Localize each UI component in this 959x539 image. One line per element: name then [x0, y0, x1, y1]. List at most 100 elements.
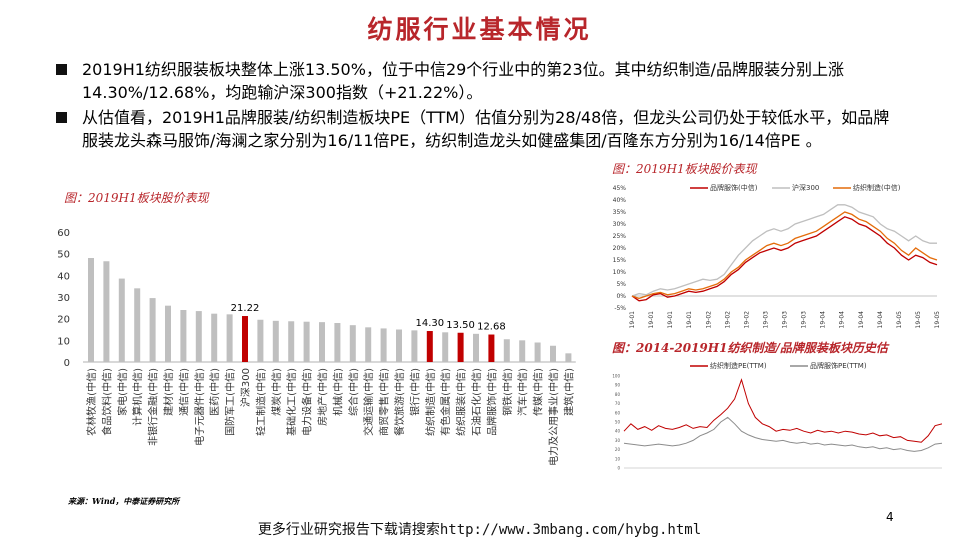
bar	[519, 340, 526, 362]
x-tick-label: 机械(中信)	[331, 368, 344, 416]
x-tick-label: 19-02	[705, 311, 712, 329]
x-tick-label: 石油石化(中信)	[470, 368, 483, 436]
footer-link-text: 更多行业研究报告下载请搜索http://www.3mbang.com/hybg.…	[257, 522, 702, 538]
data-label: 12.68	[477, 322, 506, 333]
y-tick-label: 0%	[616, 293, 626, 300]
data-label: 13.50	[446, 320, 475, 331]
x-tick-label: 19-01	[629, 311, 636, 329]
x-tick-label: 19-03	[762, 311, 769, 329]
bar	[242, 316, 248, 362]
bar	[272, 320, 279, 362]
x-tick-label: 银行(中信)	[408, 368, 421, 416]
bar	[550, 345, 556, 362]
x-tick-label: 19-01	[667, 311, 674, 329]
x-tick-label: 房地产(中信)	[316, 368, 329, 426]
x-tick-label: 19-04	[820, 311, 827, 329]
y-tick-label: 10	[57, 336, 70, 347]
y-tick-label: 25%	[613, 233, 627, 240]
legend-label: 品牌服饰PE(TTM)	[810, 361, 867, 370]
bar	[426, 331, 433, 362]
x-tick-label: 煤炭(中信)	[270, 368, 283, 416]
series-line	[631, 211, 938, 300]
x-tick-label: 沪深300	[239, 368, 252, 407]
page-title: 纺服行业基本情况	[367, 15, 592, 44]
series-line	[631, 216, 938, 302]
y-tick-label: 50	[615, 420, 621, 425]
bar	[442, 332, 449, 362]
y-tick-label: 0	[617, 466, 620, 471]
x-tick-label: 电力设备(中信)	[301, 368, 314, 436]
y-tick-label: 40%	[613, 197, 627, 204]
bullet-square-icon	[56, 112, 67, 123]
x-tick-label: 非银行金融(中信)	[147, 368, 160, 446]
x-tick-label: 基础化工(中信)	[285, 368, 298, 436]
x-tick-label: 计算机(中信)	[131, 368, 144, 426]
bullet-square-icon	[56, 64, 67, 75]
x-tick-label: 19-02	[724, 311, 731, 329]
data-label: 21.22	[231, 303, 260, 314]
bar	[565, 353, 572, 362]
page-number: 4	[886, 510, 894, 524]
bar	[396, 329, 402, 362]
x-tick-label: 电子元器件(中信)	[193, 368, 206, 446]
y-tick-label: 45%	[613, 185, 627, 192]
bar	[319, 322, 325, 362]
bar	[288, 321, 295, 362]
y-tick-label: 90	[615, 383, 621, 388]
bar	[226, 314, 233, 362]
bar	[473, 333, 479, 362]
bar	[134, 288, 141, 362]
x-tick-label: 19-02	[743, 311, 750, 329]
bar	[103, 261, 110, 362]
x-tick-label: 19-05	[915, 311, 922, 329]
x-tick-label: 钢铁(中信)	[501, 368, 514, 416]
x-tick-label: 19-04	[839, 311, 846, 329]
y-tick-label: 40	[57, 271, 70, 282]
y-tick-label: 20%	[613, 245, 627, 252]
y-tick-label: 70	[615, 401, 621, 406]
bar	[165, 305, 171, 362]
line-chart-1: 45%40%35%30%25%20%15%10%5%0%-5%19-01 19-0…	[613, 183, 941, 329]
series-line	[631, 204, 937, 297]
bullet-item-2: 从估值看，2019H1品牌服装/纺织制造板块PE（TTM）估值分别为28/48倍…	[52, 106, 902, 152]
bar	[488, 334, 495, 362]
legend-label: 纺织制造(中信)	[853, 183, 901, 192]
bar	[195, 311, 202, 362]
y-tick-label: 60	[57, 228, 70, 239]
x-tick-label: 传媒(中信)	[532, 368, 545, 416]
x-tick-label: 医药(中信)	[208, 368, 221, 416]
y-tick-label: 0	[64, 358, 70, 369]
y-tick-label: 20	[615, 447, 621, 452]
bullet-list: 2019H1纺织服装板块整体上涨13.50%，位于中信29个行业中的第23位。其…	[52, 58, 902, 154]
bullet-text: 2019H1纺织服装板块整体上涨13.50%，位于中信29个行业中的第23位。其…	[82, 60, 845, 102]
bar	[257, 319, 264, 362]
x-tick-label: 农林牧渔(中信)	[85, 368, 98, 436]
y-tick-label: 40	[615, 429, 621, 434]
series-line	[623, 378, 942, 443]
x-tick-label: 19-04	[877, 311, 884, 329]
x-tick-label: 建筑(中信)	[562, 368, 575, 416]
legend-label: 沪深300	[792, 183, 819, 192]
bar-chart-caption: 图：2019H1板块股价表现	[64, 191, 209, 205]
y-tick-label: 10%	[613, 269, 627, 276]
bullet-item-1: 2019H1纺织服装板块整体上涨13.50%，位于中信29个行业中的第23位。其…	[52, 58, 902, 104]
bar	[88, 258, 94, 362]
y-tick-label: 30	[615, 438, 621, 443]
legend-label: 纺织制造PE(TTM)	[710, 361, 767, 370]
y-tick-label: -5%	[614, 305, 626, 312]
bar	[349, 325, 356, 362]
y-tick-label: 30%	[613, 221, 627, 228]
x-tick-label: 纺织制造(中信)	[424, 368, 437, 436]
bar	[334, 323, 341, 362]
y-tick-label: 30	[57, 293, 70, 304]
x-tick-label: 家电(中信)	[116, 368, 129, 416]
y-tick-label: 35%	[613, 209, 627, 216]
series-line	[623, 416, 942, 452]
x-tick-label: 19-05	[896, 311, 903, 329]
x-tick-label: 19-01	[648, 311, 655, 329]
bar-chart: 0 10 20 30 40 50 60 农林牧渔(中信) 食品饮料(中信) 家电(中信) 计算机(中…	[57, 228, 576, 466]
x-tick-label: 商贸零售(中信)	[378, 368, 391, 436]
x-tick-label: 纺织服装(中信)	[455, 368, 468, 436]
bar	[365, 327, 372, 362]
